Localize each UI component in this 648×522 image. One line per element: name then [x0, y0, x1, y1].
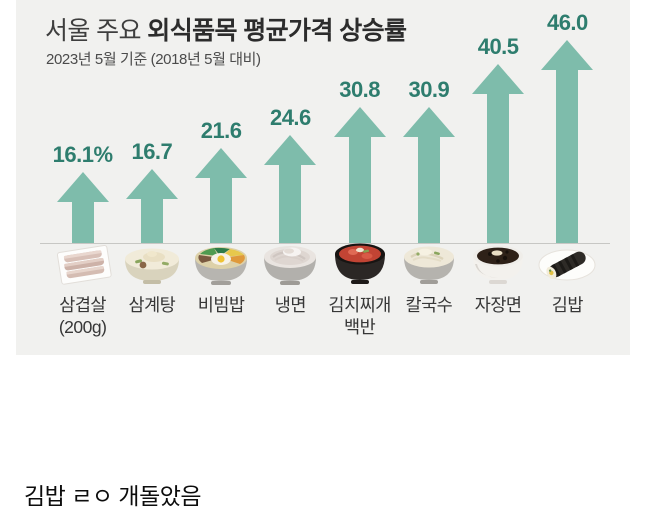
item-label: 자장면 [474, 295, 522, 315]
bibimbap-bowl-icon [190, 237, 252, 289]
jajangmyeon-bowl-icon [467, 237, 529, 289]
axis-baseline [40, 243, 610, 244]
column-samgyeopsal: 16.1% [48, 0, 117, 355]
item-label: 김치찌개 백반 [328, 295, 391, 337]
item-label: 삼계탕 [128, 295, 176, 315]
value-label: 30.9 [408, 77, 450, 102]
item-label: 칼국수 [405, 295, 453, 315]
value-label: 24.6 [269, 105, 311, 130]
chart-title: 서울 주요 외식품목 평균가격 상승률 [45, 11, 407, 47]
item-label: 비빔밥 [197, 295, 245, 315]
value-label: 40.5 [477, 34, 519, 59]
samgyetang-bowl-icon [121, 237, 183, 289]
value-label: 46.0 [546, 10, 588, 35]
up-arrow-icon [125, 169, 178, 243]
kimchi-stew-pot-icon [329, 237, 391, 289]
column-samgyetang: 16.7 삼계탕 [117, 0, 186, 355]
kalguksu-bowl-icon [398, 237, 460, 289]
column-kalguksu: 30.9 칼국수 [394, 0, 463, 355]
value-label: 16.1% [52, 142, 113, 167]
item-label: 삼겹살 (200g) [58, 295, 107, 337]
column-kimchi-jjigae-baekban: 30.8 김치찌개 [325, 0, 394, 355]
item-label: 냉면 [274, 295, 307, 315]
item-label: 김밥 [551, 295, 584, 315]
column-gimbap: 46.0 [533, 0, 602, 355]
column-jajangmyeon: 40.5 [464, 0, 533, 355]
up-arrow-icon [56, 172, 109, 243]
up-arrow-icon [264, 135, 317, 243]
up-arrow-icon [541, 40, 594, 243]
up-arrow-icon [333, 107, 386, 243]
gimbap-roll-icon [536, 237, 598, 289]
chart-title-bold: 외식품목 평균가격 상승률 [147, 17, 407, 45]
value-label: 16.7 [131, 139, 173, 164]
up-arrow-icon [195, 148, 248, 243]
value-label: 21.6 [200, 118, 242, 143]
caption: 김밥 ㄹㅇ 개돌았음 [24, 483, 202, 509]
up-arrow-icon [472, 64, 525, 243]
chart-columns: 16.1% [48, 0, 602, 355]
value-label: 30.8 [339, 77, 381, 102]
column-naengmyeon: 24.6 냉면 [256, 0, 325, 355]
pork-belly-icon [52, 237, 114, 289]
chart-subtitle: 2023년 5월 기준 (2018년 5월 대비) [46, 51, 261, 68]
chart-panel: 서울 주요 외식품목 평균가격 상승률 2023년 5월 기준 (2018년 5… [16, 0, 630, 355]
up-arrow-icon [402, 107, 455, 243]
column-bibimbap: 21.6 [187, 0, 256, 355]
naengmyeon-bowl-icon [259, 237, 321, 289]
chart-title-prefix: 서울 주요 [45, 17, 148, 45]
